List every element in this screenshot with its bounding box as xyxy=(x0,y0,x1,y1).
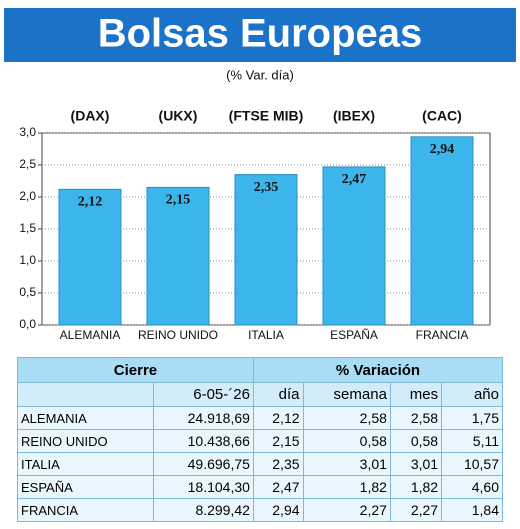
data-cell: 10.438,66 xyxy=(152,429,254,453)
data-cell: 5,11 xyxy=(441,429,503,453)
data-cell: 1,84 xyxy=(441,498,503,522)
value-label: 2,15 xyxy=(166,193,191,208)
data-cell: 1,82 xyxy=(302,475,391,499)
y-tick-label: 0,0 xyxy=(19,317,36,331)
data-cell: 2,15 xyxy=(252,429,304,453)
x-tick-label: REINO UNIDO xyxy=(138,328,218,342)
chart: Bolsas Europeas (% Var. día) 0,0 0,5 1,0 1,… xyxy=(4,8,516,342)
row-label: REINO UNIDO xyxy=(17,429,154,453)
data-cell: 24.918,69 xyxy=(152,406,254,430)
empty-cell xyxy=(17,382,154,407)
data-cell: 2,12 xyxy=(252,406,304,430)
data-cell: 2,94 xyxy=(252,498,304,522)
y-tick-label: 0,5 xyxy=(19,285,36,299)
row-label: ITALIA xyxy=(17,452,154,476)
index-annotation: (FTSE MIB) xyxy=(229,108,304,124)
x-tick-label: ALEMANIA xyxy=(60,328,121,342)
index-annotation: (CAC) xyxy=(422,108,462,124)
y-tick-label: 2,5 xyxy=(19,157,36,171)
data-cell: 2,58 xyxy=(302,406,391,430)
table-row: ALEMANIA 24.918,69 2,12 2,58 2,58 1,75 xyxy=(17,406,503,430)
data-cell: 2,47 xyxy=(252,475,304,499)
data-cell: 0,58 xyxy=(302,429,391,453)
table-row: ITALIA 49.696,75 2,35 3,01 3,01 10,57 xyxy=(17,452,503,476)
value-label: 2,12 xyxy=(78,195,103,210)
row-label: ESPAÑA xyxy=(17,475,154,499)
data-cell: 3,01 xyxy=(389,452,443,476)
chart-title: Bolsas Europeas xyxy=(98,12,423,56)
data-cell: 0,58 xyxy=(389,429,443,453)
data-cell: 2,35 xyxy=(252,452,304,476)
subheader-cell: día xyxy=(252,382,304,407)
value-label: 2,47 xyxy=(342,172,367,187)
header-cell: % Variación xyxy=(252,357,504,383)
subheader-cell: 6-05-´26 xyxy=(152,382,254,407)
row-label: FRANCIA xyxy=(17,498,154,522)
value-label: 2,94 xyxy=(430,142,455,157)
index-annotation: (DAX) xyxy=(71,108,110,124)
data-cell: 18.104,30 xyxy=(152,475,254,499)
data-cell: 1,75 xyxy=(441,406,503,430)
table-row: 6-05-´26 día semana mes año xyxy=(17,382,503,407)
x-tick-label: FRANCIA xyxy=(416,328,469,342)
chart-subtitle: (% Var. día) xyxy=(226,67,294,82)
data-cell: 4,60 xyxy=(441,475,503,499)
table-row: REINO UNIDO 10.438,66 2,15 0,58 0,58 5,11 xyxy=(17,429,503,453)
table-row: ESPAÑA 18.104,30 2,47 1,82 1,82 4,60 xyxy=(17,475,503,499)
y-tick-label: 3,0 xyxy=(19,125,36,139)
header-cell: Cierre xyxy=(17,357,254,383)
data-cell: 49.696,75 xyxy=(152,452,254,476)
value-label: 2,35 xyxy=(254,180,279,195)
y-tick-label: 2,0 xyxy=(19,189,36,203)
data-table: Cierre% Variación 6-05-´26 día semana mes año… xyxy=(17,357,504,522)
index-annotation: (IBEX) xyxy=(333,108,375,124)
data-cell: 10,57 xyxy=(441,452,503,476)
data-cell: 3,01 xyxy=(302,452,391,476)
bar xyxy=(234,174,298,326)
table-row: FRANCIA 8.299,42 2,94 2,27 2,27 1,84 xyxy=(17,498,503,522)
data-cell: 2,27 xyxy=(389,498,443,522)
bar xyxy=(322,166,386,326)
data-cell: 2,58 xyxy=(389,406,443,430)
subheader-cell: año xyxy=(441,382,503,407)
y-tick-label: 1,5 xyxy=(19,221,36,235)
data-cell: 1,82 xyxy=(389,475,443,499)
row-label: ALEMANIA xyxy=(17,406,154,430)
subheader-cell: mes xyxy=(389,382,443,407)
bar xyxy=(410,136,474,326)
bar xyxy=(58,188,122,326)
bar xyxy=(146,186,210,326)
index-annotation: (UKX) xyxy=(159,108,198,124)
subheader-cell: semana xyxy=(302,382,391,407)
x-tick-label: ITALIA xyxy=(248,328,284,342)
table-row: Cierre% Variación xyxy=(17,357,504,383)
y-tick-label: 1,0 xyxy=(19,253,36,267)
title-banner xyxy=(4,8,516,62)
x-tick-label: ESPAÑA xyxy=(330,328,378,342)
data-cell: 2,27 xyxy=(302,498,391,522)
data-cell: 8.299,42 xyxy=(152,498,254,522)
